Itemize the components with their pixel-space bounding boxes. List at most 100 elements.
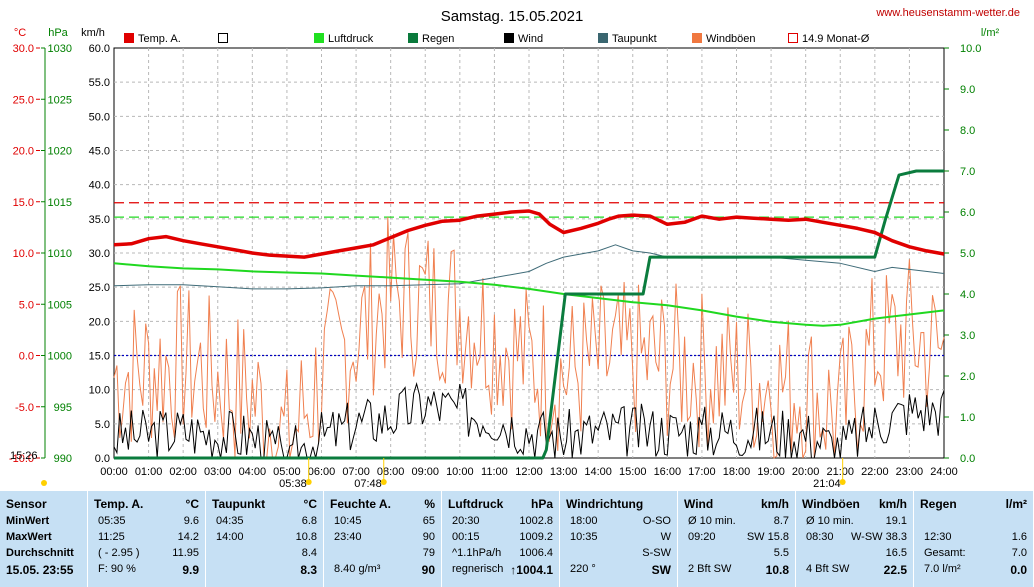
- legend-item: [218, 33, 228, 43]
- stats-block-temp: Temp. A. °C 05:35 9.6 11:25 14.2 ( - 2.95 ) 11.…: [88, 491, 206, 587]
- stats-cell-label: 2 Bft SW: [688, 563, 732, 575]
- stats-cell-value: 0.0: [1010, 563, 1027, 577]
- press-tick-label: 990: [54, 453, 72, 465]
- x-tick-label: 14:00: [584, 466, 612, 478]
- temp-tick-label: -10.0: [9, 453, 34, 465]
- stats-cell-label: 220 °: [570, 563, 596, 575]
- temp-tick-label: 25.0: [13, 94, 34, 106]
- sun-marker-dot: [380, 479, 387, 485]
- x-tick-label: 19:00: [757, 466, 785, 478]
- press-tick-label: 1000: [48, 351, 72, 363]
- stats-block-wind: Wind km/h Ø 10 min. 8.7 09:20 SW 15.8 5.5 2 Bft…: [678, 491, 796, 587]
- stats-block-dir: Windrichtung 18:00 O-SO 10:35 W S-SW 220 ° SW: [560, 491, 678, 587]
- x-tick-label: 07:00: [342, 466, 370, 478]
- rain-tick-label: 7.0: [960, 166, 975, 178]
- legend-item: Windböen: [692, 33, 756, 45]
- wind-tick-label: 55.0: [89, 77, 110, 89]
- legend-swatch: [788, 33, 798, 43]
- stats-cell-value: 16.5: [885, 547, 907, 559]
- x-tick-label: 20:00: [792, 466, 820, 478]
- weather-chart: Samstag. 15.05.2021 www.heusenstamm-wett…: [8, 7, 1020, 490]
- stats-cell-value: 19.1: [885, 515, 907, 527]
- legend-item: 14.9 Monat-Ø: [788, 33, 870, 45]
- stats-cell-label: 8.40 g/m³: [334, 563, 381, 575]
- stats-cell-value: 1002.8: [519, 515, 553, 527]
- temp-unit-label: °C: [14, 27, 26, 39]
- wind-tick-label: 60.0: [89, 43, 110, 55]
- x-tick-label: 17:00: [688, 466, 716, 478]
- press-tick-label: 1005: [48, 299, 72, 311]
- stats-cell-value: 11.95: [172, 547, 199, 559]
- stats-unit: l/m²: [1005, 497, 1027, 511]
- stats-cell-value: 8.3: [300, 563, 317, 577]
- x-tick-label: 18:00: [723, 466, 751, 478]
- x-tick-label: 23:00: [896, 466, 924, 478]
- legend-swatch: [408, 33, 418, 43]
- rain-tick-label: 6.0: [960, 207, 975, 219]
- axis-unit-labels: °C hPa km/h l/m²: [14, 27, 1000, 39]
- stats-cell-label: Ø 10 min.: [688, 515, 736, 527]
- stats-head: Regen: [920, 497, 957, 511]
- legend-item: Wind: [504, 33, 543, 45]
- stats-cell-label: 09:20: [688, 531, 716, 543]
- sun-marker-label: 07:48: [354, 478, 382, 490]
- stats-head: Temp. A.: [94, 497, 144, 511]
- stats-cell-value: 1006.4: [519, 547, 553, 559]
- rain-tick-label: 10.0: [960, 43, 981, 55]
- rain-tick-label: 9.0: [960, 84, 975, 96]
- legend-item: Regen: [408, 33, 454, 45]
- wind-tick-label: 10.0: [89, 385, 110, 397]
- stats-block-sensor: Sensor MinWert MaxWert Durchschnitt 15.05. 2…: [0, 491, 88, 587]
- wind-tick-label: 50.0: [89, 111, 110, 123]
- stats-cell-value: 22.5: [883, 563, 907, 577]
- legend-swatch: [314, 33, 324, 43]
- rain-tick-label: 3.0: [960, 330, 975, 342]
- stats-block-hum: Feuchte A.% 10:45 65 23:40 90 79 8.40 g/m³ 90: [324, 491, 442, 587]
- stats-cell-value: 6.8: [301, 515, 317, 527]
- wind-tick-label: 15.0: [89, 351, 110, 363]
- stats-row-label: MaxWert: [6, 531, 52, 543]
- stats-cell-label: 00:15: [452, 531, 480, 543]
- stats-date: 15.05. 23:55: [6, 563, 74, 577]
- press-tick-label: 1010: [48, 248, 72, 260]
- stats-cell-value: SW 15.8: [746, 531, 789, 543]
- wind-tick-label: 30.0: [89, 248, 110, 260]
- stats-block-rain: Regen l/m² 12:30 1.6 Gesamt: 7.0 7.0 l/m² 0.0: [914, 491, 1034, 587]
- legend-swatch: [124, 33, 134, 43]
- stats-cell-label: 11:25: [98, 531, 125, 543]
- x-tick-label: 24:00: [930, 466, 958, 478]
- gust-series-line: [113, 216, 945, 459]
- sun-marker-label: 05:38: [279, 478, 307, 490]
- stats-cell-label: 14:00: [216, 531, 244, 543]
- stats-cell-value: 1009.2: [519, 531, 553, 543]
- legend-label: Regen: [422, 33, 454, 45]
- chart-title: Samstag. 15.05.2021: [441, 8, 584, 25]
- corner-sun-dot: [41, 480, 47, 486]
- stats-head: Windböen: [802, 497, 860, 511]
- legend-swatch: [598, 33, 608, 43]
- stats-cell-value: O-SO: [642, 515, 671, 527]
- sun-marker-dot: [305, 479, 312, 485]
- stats-cell-label: ( - 2.95 ): [98, 547, 140, 559]
- rain-tick-label: 8.0: [960, 125, 975, 137]
- rain-unit-label: l/m²: [981, 27, 1000, 39]
- reference-lines: [114, 202, 944, 357]
- stats-head: Feuchte A.: [330, 497, 391, 511]
- legend-swatch: [504, 33, 514, 43]
- stats-cell-label: 08:30: [806, 531, 834, 543]
- stats-unit: hPa: [530, 497, 553, 511]
- x-tick-label: 22:00: [861, 466, 889, 478]
- x-tick-label: 11:00: [481, 466, 508, 478]
- stats-cell-value: 79: [422, 547, 435, 559]
- wind-tick-label: 25.0: [89, 282, 110, 294]
- stats-cell-label: 4 Bft SW: [806, 563, 850, 575]
- website-link[interactable]: www.heusenstamm-wetter.de: [875, 7, 1020, 19]
- x-tick-label: 08:00: [377, 466, 405, 478]
- sun-markers: 05:38 07:48 21:04: [41, 458, 846, 490]
- temp-tick-label: 30.0: [13, 43, 34, 55]
- legend: Temp. A. Luftdruck Regen Wind Taupunkt Windbö…: [124, 33, 870, 45]
- stats-unit: km/h: [878, 497, 907, 511]
- x-tick-label: 09:00: [411, 466, 439, 478]
- x-tick-label: 12:00: [515, 466, 543, 478]
- stats-unit: °C: [185, 497, 199, 511]
